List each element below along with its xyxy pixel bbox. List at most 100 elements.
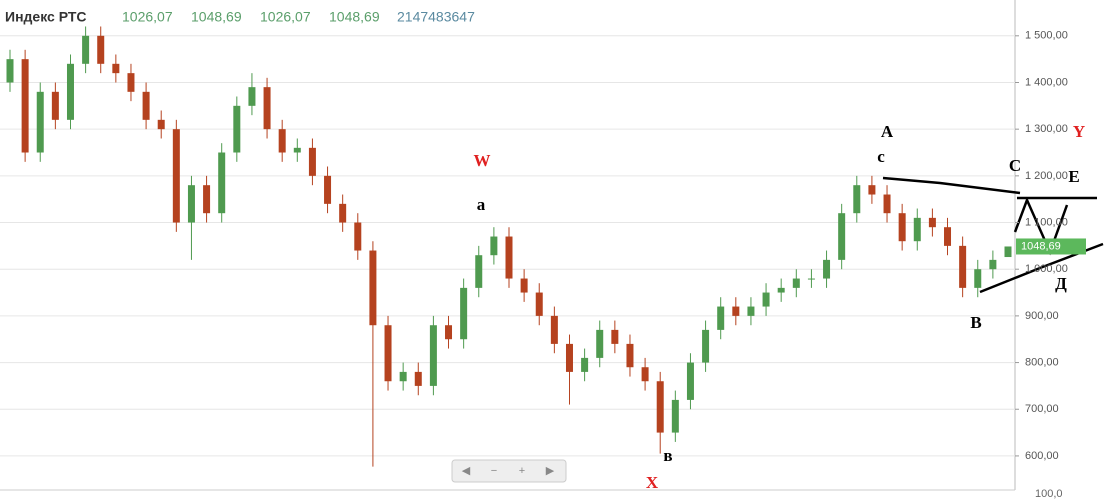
y-tick-label: 1 300,00 [1025,123,1068,135]
candle-body [898,213,906,242]
candle-body [6,59,14,83]
candle-body [354,222,362,251]
candle-body [762,292,770,307]
wave-label: X [646,473,659,492]
candle-body [1004,246,1012,258]
wave-label: C [1009,156,1021,175]
candle-body [792,278,800,288]
wave-label: W [474,151,491,170]
instrument-name: Индекс РТС [5,9,87,25]
candle-body [490,236,498,256]
candle-body [218,152,226,214]
candle-body [203,185,211,214]
candle-body [112,63,120,74]
candle-body [671,399,679,433]
triangle-zigzag [1013,196,1069,256]
candle-body [21,59,29,153]
candle-body [717,306,725,330]
close-value: 1048,69 [329,9,380,25]
candle-body [944,227,952,246]
low-value: 1026,07 [260,9,311,25]
candle-body [656,381,664,433]
y-tick-label: 900,00 [1025,310,1059,322]
candle-body [550,315,558,344]
candle-body [974,269,982,288]
zoom-out[interactable]: − [491,465,497,477]
candle-body [959,245,967,288]
candle-body [36,91,44,153]
candle-body [989,259,997,270]
candle-body [82,35,90,64]
volume-value: 2147483647 [397,9,475,25]
candle-body [460,287,468,340]
candle-body [248,87,256,106]
candle-body [324,175,332,204]
candles [6,26,1012,467]
y-tick-label: 1 200,00 [1025,170,1068,182]
candle-body [429,325,437,386]
candle-body [308,147,316,176]
header: Индекс РТС 1026,07 1048,69 1026,07 1048,… [5,9,475,25]
y-tick-label: 800,00 [1025,356,1059,368]
candle-body [747,306,755,316]
nav-right[interactable]: ▶ [546,465,555,477]
candle-body [157,119,165,130]
y-tick-label: 600,00 [1025,450,1059,462]
candle-body [853,185,861,214]
candle-body [142,91,150,120]
candle-body [97,35,105,64]
y-tick-label: 700,00 [1025,403,1059,415]
candle-body [611,329,619,344]
candle-body [172,129,180,223]
wave-label: c [877,147,885,166]
candle-body [596,329,604,358]
high-value: 1048,69 [191,9,242,25]
candle-body [339,203,347,223]
wave-label: Д [1055,274,1067,293]
candle-body [127,73,135,92]
candle-body [278,129,286,153]
candle-body [823,259,831,279]
open-value: 1026,07 [122,9,173,25]
nav-buttons: ◀ − + ▶ [451,459,567,483]
wave-label: E [1068,167,1079,186]
y-tick-label: 1 400,00 [1025,76,1068,88]
trend-line [882,176,1021,195]
wave-label: Y [1073,122,1085,141]
wave-label: a [477,195,486,214]
candle-body [414,371,422,386]
wave-label: B [970,313,981,332]
wave-label: в [663,446,672,465]
candle-body [686,362,694,400]
candle-body [445,325,453,340]
candle-body [702,329,710,363]
nav-left[interactable]: ◀ [462,465,471,477]
candle-body [913,217,921,242]
candle-body [626,343,634,368]
candle-body [777,287,785,293]
candle-body [263,87,271,130]
y-tick-label: 1 100,00 [1025,216,1068,228]
candle-body [641,367,649,382]
candle-body [520,278,528,293]
candle-body [293,147,301,153]
candle-body [187,185,195,223]
candle-body [565,343,573,372]
candle-body [384,325,392,382]
candle-body [883,194,891,214]
candle-body [233,105,241,153]
candle-body [581,357,589,372]
candle-body [51,91,59,120]
candle-body [868,185,876,195]
candle-body [807,278,815,280]
candle-body [535,292,543,316]
candle-body [399,371,407,382]
wave-label: A [881,122,894,141]
candle-body [505,236,513,279]
zoom-in[interactable]: + [519,465,525,477]
candle-body [66,63,74,120]
candle-body [475,255,483,288]
price-tag [1016,238,1086,255]
